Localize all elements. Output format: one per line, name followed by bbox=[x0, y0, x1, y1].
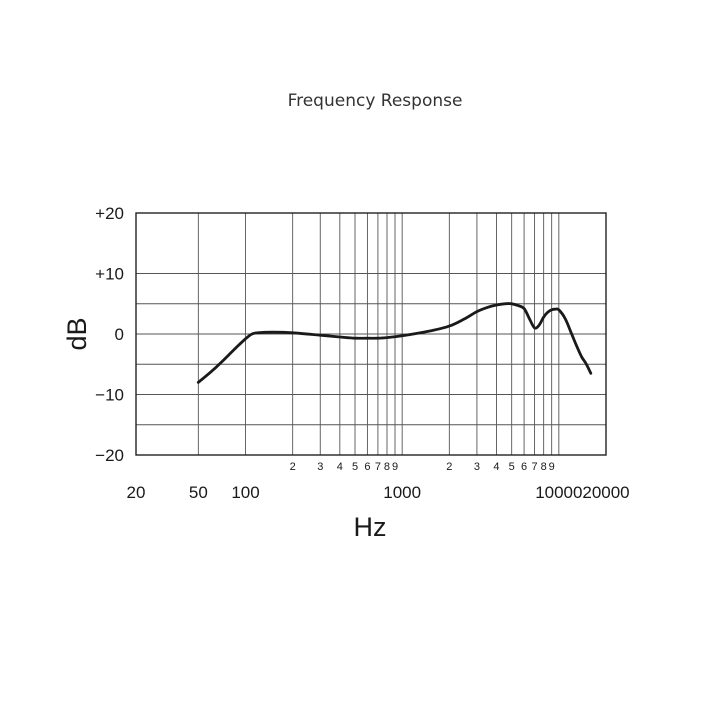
x-tick-label: 10000 bbox=[535, 483, 582, 502]
x-minor-tick-label: 3 bbox=[317, 461, 323, 473]
y-tick-label: 0 bbox=[115, 325, 124, 344]
x-minor-tick-label: 5 bbox=[509, 461, 515, 473]
x-minor-tick-label: 4 bbox=[493, 461, 499, 473]
x-minor-tick-label: 6 bbox=[521, 461, 527, 473]
chart-title: Frequency Response bbox=[288, 91, 463, 111]
x-minor-tick-label: 2 bbox=[290, 461, 296, 473]
x-minor-tick-label: 8 bbox=[541, 461, 547, 473]
x-minor-tick-label: 2 bbox=[446, 461, 452, 473]
x-minor-tick-label: 9 bbox=[549, 461, 555, 473]
plot-frame bbox=[135, 212, 607, 456]
x-minor-tick-label: 7 bbox=[375, 461, 381, 473]
x-tick-label: 20 bbox=[127, 483, 146, 502]
x-tick-label: 100 bbox=[231, 483, 259, 502]
x-minor-tick-label: 3 bbox=[474, 461, 480, 473]
x-axis-label: Hz bbox=[354, 512, 387, 542]
y-tick-label: −10 bbox=[95, 386, 124, 405]
y-tick-label: +10 bbox=[95, 265, 124, 284]
plot-grid bbox=[136, 212, 606, 456]
x-minor-tick-label: 5 bbox=[352, 461, 358, 473]
y-tick-label: +20 bbox=[95, 204, 124, 223]
response-curve bbox=[196, 302, 593, 384]
y-tick-label: −20 bbox=[95, 446, 124, 465]
x-minor-tick-label: 6 bbox=[364, 461, 370, 473]
x-minor-tick-label: 7 bbox=[532, 461, 538, 473]
x-tick-label: 20000 bbox=[582, 483, 629, 502]
y-axis-ticks: +20 +10 0 −10 −20 bbox=[95, 204, 124, 465]
x-minor-tick-label: 4 bbox=[337, 461, 343, 473]
x-minor-tick-label: 8 bbox=[384, 461, 390, 473]
x-axis-ticks: 20 50 100 1000 10000 20000 bbox=[127, 483, 630, 502]
x-tick-label: 50 bbox=[189, 483, 208, 502]
x-tick-label: 1000 bbox=[383, 483, 421, 502]
y-axis-label: dB bbox=[62, 317, 92, 350]
x-minor-tick-label: 9 bbox=[392, 461, 398, 473]
